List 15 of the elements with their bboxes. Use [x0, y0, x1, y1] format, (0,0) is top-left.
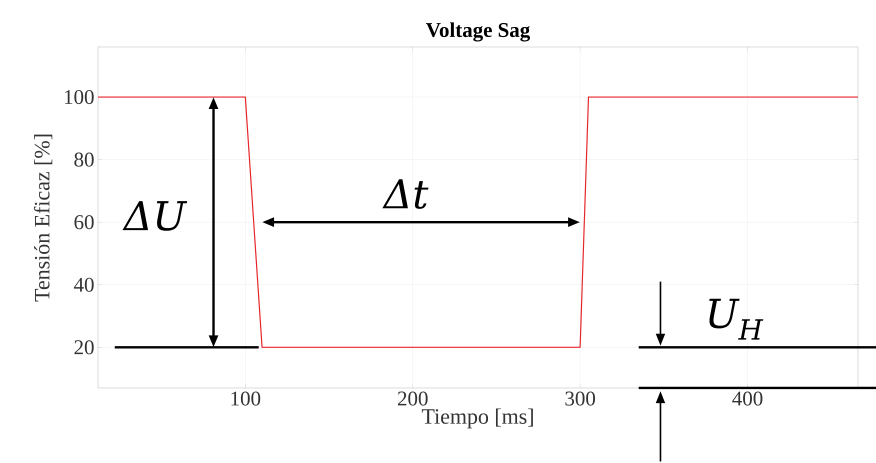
y-tick-label: 80 — [74, 152, 94, 167]
x-axis-title: Tiempo [ms] — [422, 408, 533, 428]
x-tick-label: 300 — [565, 392, 596, 406]
y-tick-label: 100 — [64, 90, 94, 104]
annotation: U$_{H}$ — [709, 298, 764, 340]
annotation: Δt — [382, 179, 428, 209]
y-tick-label: 60 — [74, 215, 94, 230]
y-tick-label: 20 — [74, 340, 94, 354]
x-tick-label: 200 — [398, 392, 428, 406]
x-tick-label: 100 — [231, 392, 260, 406]
chart-title: Voltage Sag — [426, 22, 530, 42]
x-tick-label: 400 — [732, 392, 762, 406]
y-axis-title: Tensión Eficaz [%] — [34, 134, 52, 302]
y-tick-label: 40 — [74, 278, 94, 292]
annotation: ΔU — [122, 201, 188, 231]
